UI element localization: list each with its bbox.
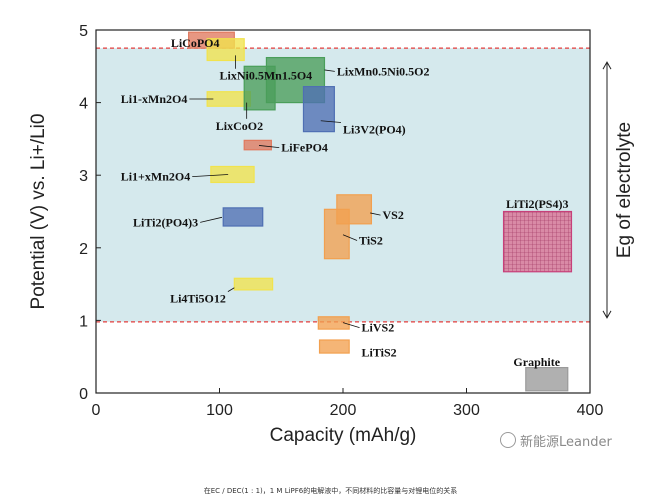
material-label: LiTiS2 bbox=[362, 345, 397, 359]
x-axis-label: Capacity (mAh/g) bbox=[270, 425, 417, 446]
material-label: LiTi2(PS4)3 bbox=[506, 197, 568, 211]
watermark-text: 新能源Leander bbox=[520, 435, 612, 450]
material-box bbox=[222, 207, 264, 227]
electrolyte-window bbox=[96, 47, 590, 323]
eg-arrow-head-down bbox=[602, 310, 612, 319]
material-label: VS2 bbox=[383, 208, 404, 222]
material-box bbox=[206, 38, 245, 62]
y-tick-label: 5 bbox=[79, 23, 88, 40]
material-box bbox=[233, 277, 274, 291]
x-tick-label: 200 bbox=[330, 402, 357, 419]
leader-line bbox=[258, 145, 280, 149]
x-tick-label: 100 bbox=[206, 402, 233, 419]
material-box bbox=[525, 366, 569, 392]
x-tick-label: 400 bbox=[577, 402, 604, 419]
material-box bbox=[323, 208, 350, 260]
eg-annotation: Eg of electrolyte bbox=[602, 61, 635, 319]
material-box bbox=[302, 86, 335, 133]
y-tick-label: 1 bbox=[79, 313, 88, 330]
watermark: 新能源Leander bbox=[500, 431, 612, 450]
figure-caption: 在EC / DEC(1 : 1)，1 M LiPF6的电解液中，不同材料的比容量… bbox=[203, 487, 458, 495]
material-box bbox=[243, 139, 272, 151]
leader-line bbox=[227, 287, 235, 292]
wechat-icon bbox=[500, 432, 516, 448]
material-label: Li1-xMn2O4 bbox=[121, 92, 188, 106]
material-label: LixCoO2 bbox=[216, 119, 263, 133]
material-box bbox=[317, 316, 350, 330]
material-box bbox=[318, 339, 350, 354]
leader-line bbox=[320, 120, 342, 123]
y-axis-label: Potential (V) vs. Li+/Li0 bbox=[28, 114, 49, 310]
y-tick-label: 3 bbox=[79, 168, 88, 185]
material-label: LiFePO4 bbox=[281, 141, 328, 155]
material-boxes bbox=[188, 31, 573, 392]
leader-line bbox=[192, 174, 229, 178]
material-label: LixMn0.5Ni0.5O2 bbox=[337, 64, 430, 78]
eg-arrow-head-up bbox=[602, 61, 612, 70]
material-labels: LiCoPO4 LixNi0.5Mn1.5O4 LixMn0.5Ni0.5O2 Li1… bbox=[121, 36, 569, 369]
material-label: TiS2 bbox=[359, 234, 383, 248]
axis-ticks: 0 100 200 300 400 0 1 2 3 4 5 bbox=[79, 23, 603, 419]
material-box bbox=[243, 65, 276, 111]
material-label: LiTi2(PO4)3 bbox=[133, 215, 198, 229]
y-axis-label-group: Potential (V) vs. Li+/Li0 bbox=[28, 114, 49, 310]
material-label: Li3V2(PO4) bbox=[343, 122, 406, 136]
leader-line bbox=[324, 69, 335, 72]
leader-line bbox=[342, 322, 360, 329]
eg-label: Eg of electrolyte bbox=[614, 122, 635, 258]
leader-line bbox=[370, 212, 381, 216]
material-label: Graphite bbox=[513, 355, 560, 369]
y-tick-label: 4 bbox=[79, 96, 88, 113]
material-label: Li1+xMn2O4 bbox=[121, 170, 191, 184]
y-tick-label: 0 bbox=[79, 386, 88, 403]
x-tick-label: 300 bbox=[453, 402, 480, 419]
material-label: LixNi0.5Mn1.5O4 bbox=[220, 69, 313, 83]
electrolyte-window-fill bbox=[96, 48, 590, 322]
material-label: LiCoPO4 bbox=[171, 36, 220, 50]
leader-line bbox=[342, 234, 358, 241]
material-label: LiVS2 bbox=[362, 321, 395, 335]
material-box bbox=[210, 165, 255, 184]
x-tick-label: 0 bbox=[92, 402, 101, 419]
leader-line bbox=[200, 216, 223, 223]
material-label: Li4Ti5O12 bbox=[170, 292, 226, 306]
material-box bbox=[502, 210, 573, 273]
y-tick-label: 2 bbox=[79, 241, 88, 258]
